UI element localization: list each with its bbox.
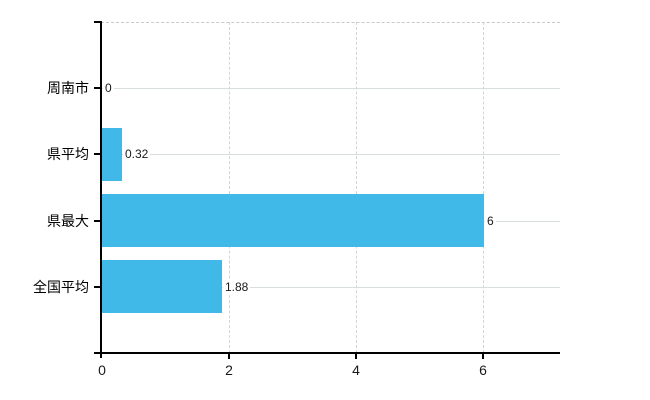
y-axis-tick bbox=[94, 220, 101, 222]
plot-top-border bbox=[101, 22, 560, 23]
y-axis-tick bbox=[94, 286, 101, 288]
column-gridline bbox=[356, 22, 357, 353]
value-label: 0.32 bbox=[123, 147, 151, 161]
category-label: 周南市 bbox=[47, 80, 89, 96]
x-tick-label: 6 bbox=[479, 362, 487, 378]
y-axis-line bbox=[100, 22, 102, 358]
value-label: 1.88 bbox=[223, 280, 251, 294]
column-gridline bbox=[483, 22, 484, 353]
row-gridline bbox=[102, 88, 560, 89]
y-axis-tick bbox=[94, 87, 101, 89]
x-tick-label: 0 bbox=[98, 362, 106, 378]
row-gridline bbox=[102, 287, 560, 288]
x-axis-tick bbox=[355, 353, 357, 359]
value-label: 6 bbox=[485, 214, 496, 228]
value-label: 0 bbox=[103, 81, 114, 95]
x-tick-label: 4 bbox=[352, 362, 360, 378]
x-tick-label: 2 bbox=[225, 362, 233, 378]
category-label: 県最大 bbox=[47, 213, 89, 229]
bar bbox=[102, 194, 484, 247]
x-axis-line bbox=[94, 352, 560, 354]
x-axis-tick bbox=[482, 353, 484, 359]
x-axis-tick bbox=[228, 353, 230, 359]
row-gridline bbox=[102, 154, 560, 155]
y-axis-tick bbox=[94, 153, 101, 155]
bar bbox=[102, 260, 222, 313]
y-axis-top-tick bbox=[94, 21, 102, 23]
column-gridline bbox=[229, 22, 230, 353]
category-label: 全国平均 bbox=[33, 279, 89, 295]
bar bbox=[102, 128, 122, 181]
category-label: 県平均 bbox=[47, 146, 89, 162]
